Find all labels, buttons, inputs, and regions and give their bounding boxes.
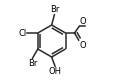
Text: O: O	[79, 41, 86, 50]
Text: O: O	[79, 17, 86, 26]
Text: Cl: Cl	[18, 29, 27, 37]
Text: Br: Br	[28, 59, 37, 68]
Text: Br: Br	[50, 5, 59, 14]
Text: OH: OH	[49, 67, 62, 76]
